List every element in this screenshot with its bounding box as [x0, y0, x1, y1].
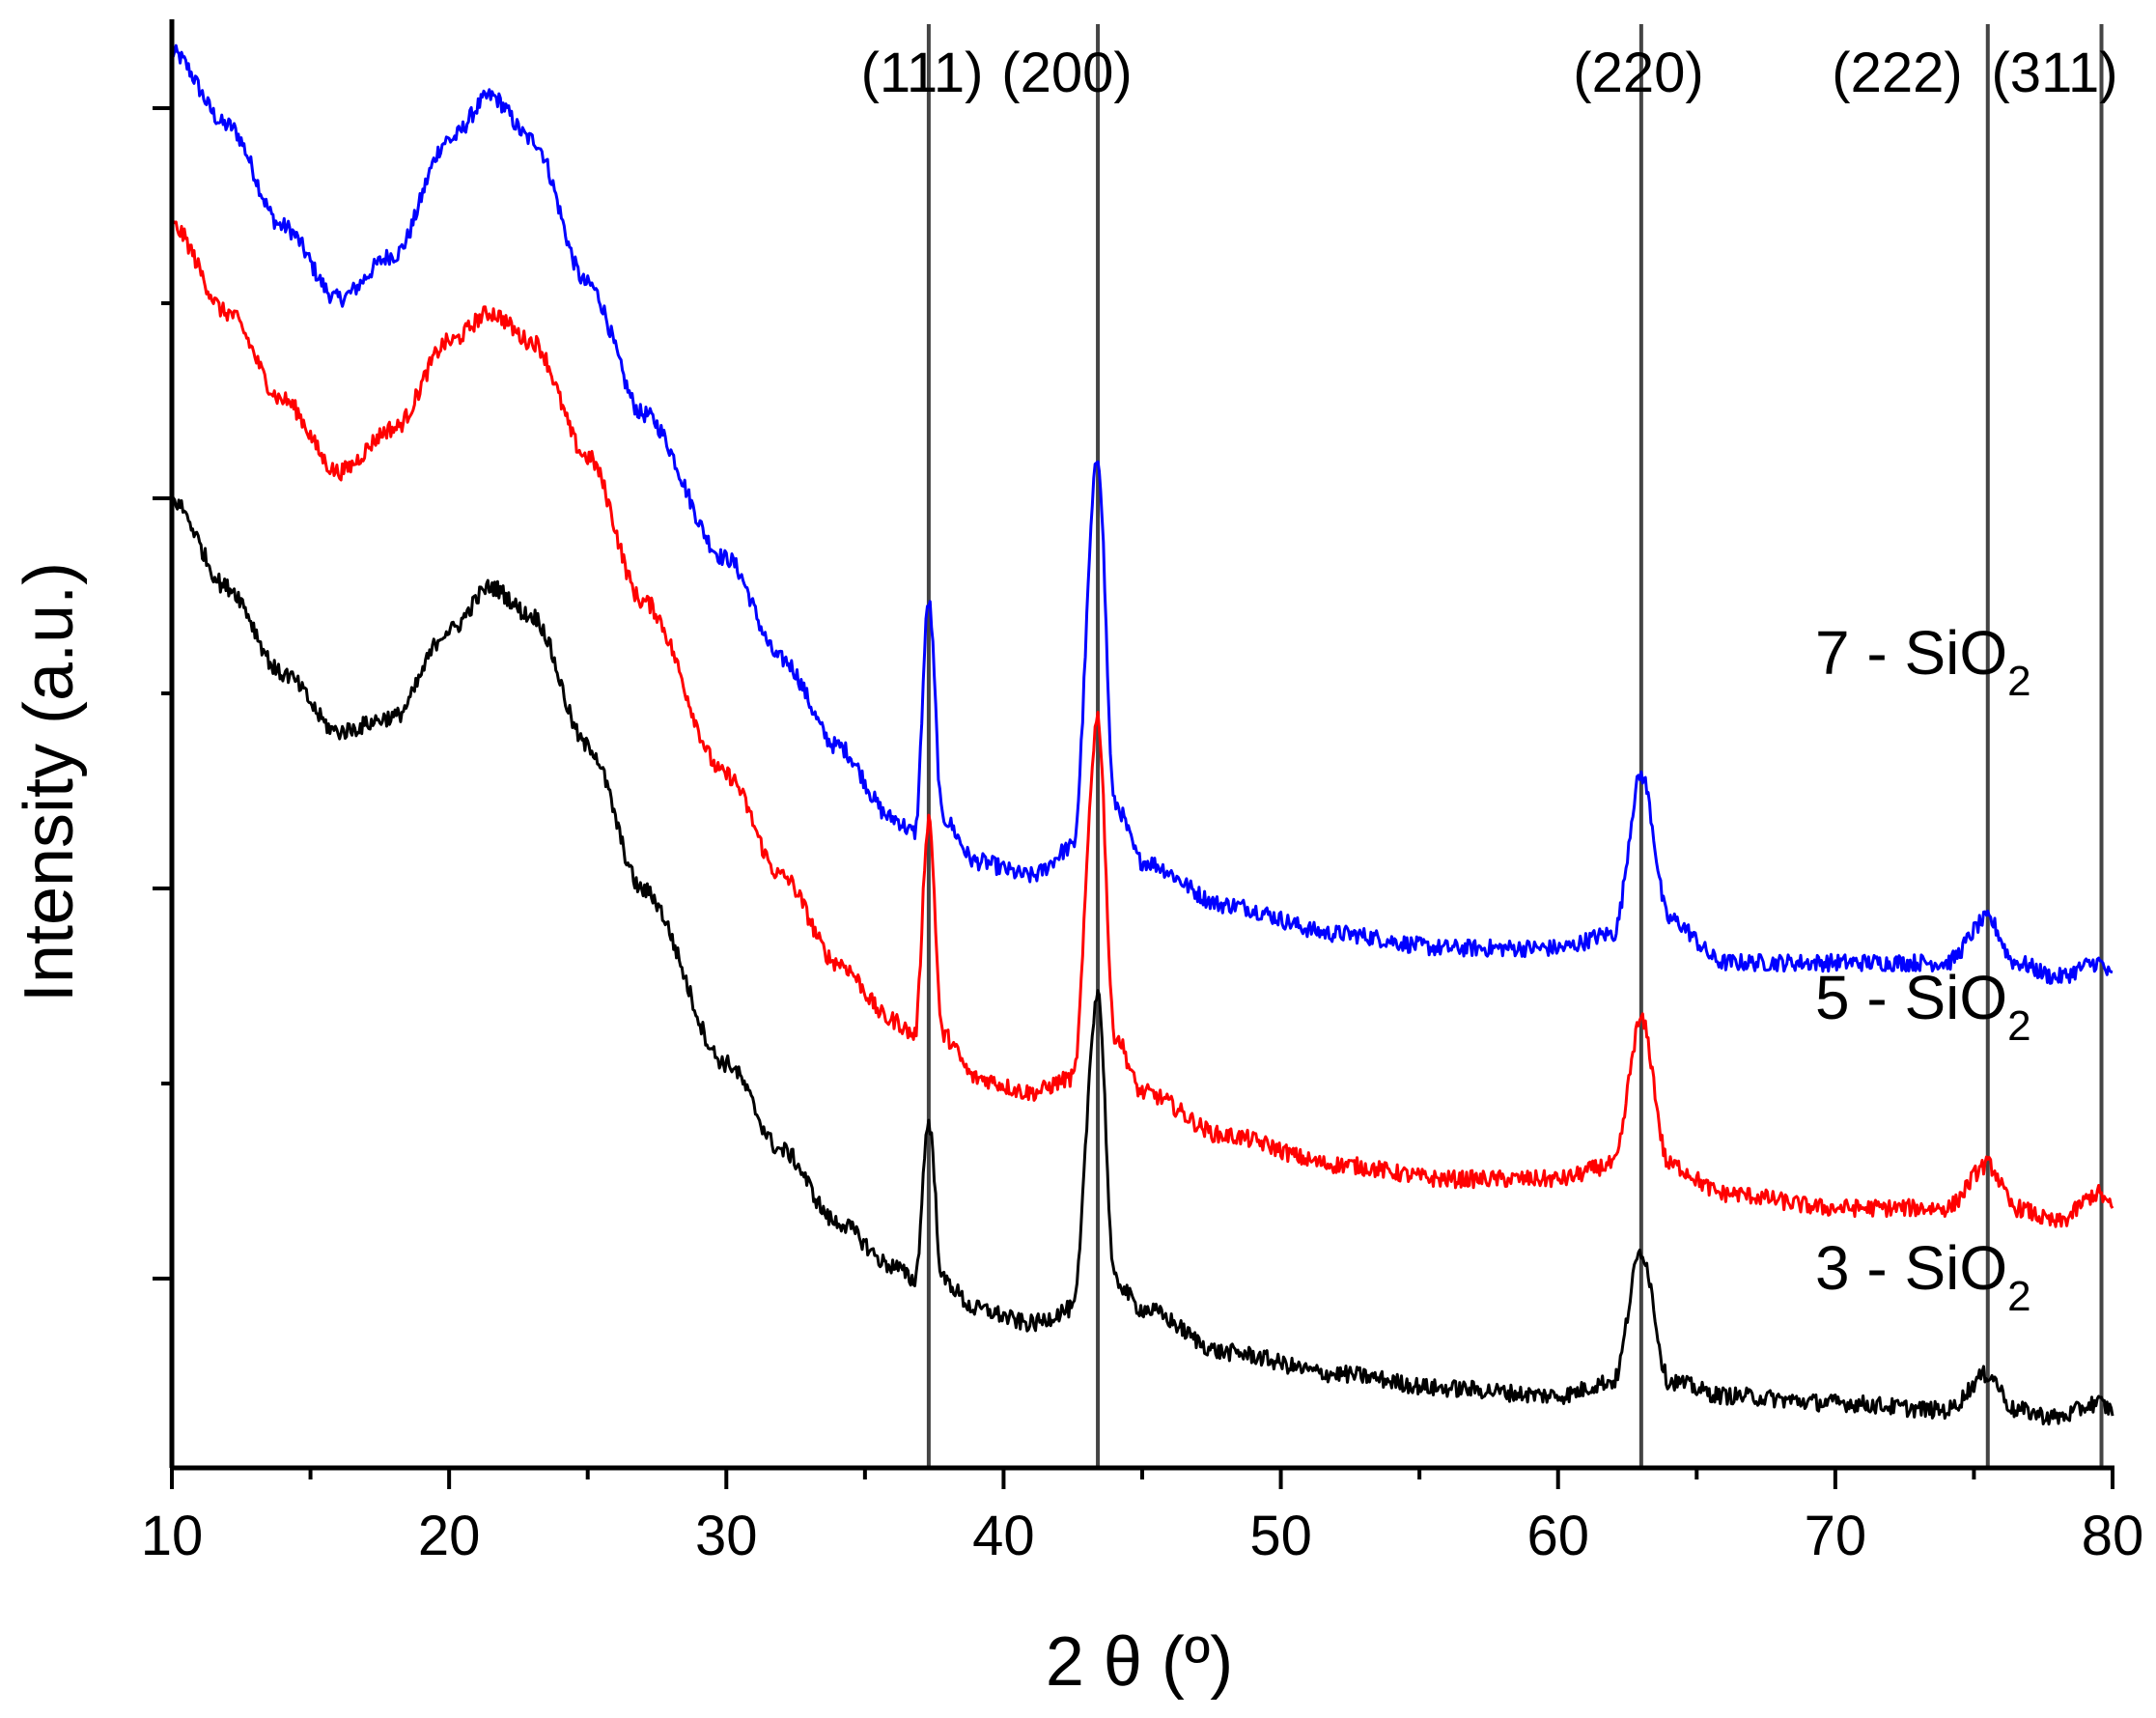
- x-axis-title: 2 θ (º): [1046, 1623, 1233, 1701]
- series-lines: [170, 43, 2114, 1426]
- y-axis-title: Intensity (a.u.): [11, 562, 88, 1002]
- peak-label-4: (311): [1991, 42, 2117, 104]
- series-label-2: 3 - SiO2: [1815, 1233, 2031, 1320]
- series-line-2: [171, 495, 2114, 1426]
- x-tick-label-1: 20: [418, 1505, 481, 1567]
- labels: (111) (200) (220) (222) (311) 7 - SiO2 5 - SiO…: [861, 42, 2118, 1320]
- peak-label-1: (200): [1001, 42, 1132, 104]
- series-label-1: 5 - SiO2: [1815, 963, 2031, 1050]
- axes: 10 20 30 40 50 60 70 80: [141, 19, 2144, 1567]
- x-tick-label-5: 60: [1526, 1505, 1589, 1567]
- x-tick-label-7: 80: [2082, 1505, 2144, 1567]
- series-label-0: 7 - SiO2: [1815, 618, 2031, 705]
- peak-label-0: (111): [861, 42, 984, 104]
- x-tick-label-0: 10: [141, 1505, 204, 1567]
- x-tick-label-2: 30: [695, 1505, 758, 1567]
- x-tick-label-6: 70: [1805, 1505, 1867, 1567]
- peak-label-2: (220): [1573, 42, 1703, 104]
- peak-label-3: (222): [1832, 42, 1962, 104]
- series-line-0: [170, 43, 2114, 985]
- x-tick-label-3: 40: [972, 1505, 1035, 1567]
- x-tick-label-4: 50: [1249, 1505, 1312, 1567]
- reference-lines: [926, 24, 2104, 1468]
- series-line-1: [170, 219, 2114, 1228]
